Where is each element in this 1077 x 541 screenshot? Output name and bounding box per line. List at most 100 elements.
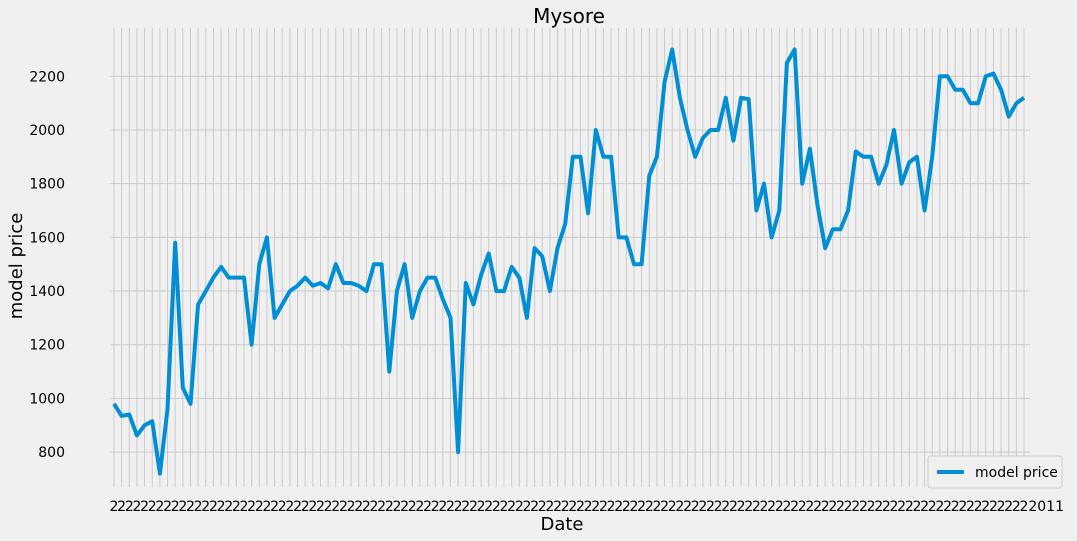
x-tick-label: 2: [507, 499, 516, 515]
x-tick-label: 2: [729, 499, 738, 515]
x-tick-label: 2: [392, 499, 401, 515]
x-tick-label: 2: [790, 499, 799, 515]
x-tick-label: 2: [492, 499, 501, 515]
x-tick-label: 2: [928, 499, 937, 515]
x-tick-label: 2: [477, 499, 486, 515]
x-tick-label: 2: [737, 499, 746, 515]
x-tick-label: 2: [446, 499, 455, 515]
x-tick-label: 2: [110, 499, 119, 515]
x-tick-label: 2: [1004, 499, 1013, 515]
x-tick-label: 2: [538, 499, 547, 515]
x-tick-label: 2: [438, 499, 447, 515]
x-tick-label: 2: [951, 499, 960, 515]
x-tick-label: 2: [630, 499, 639, 515]
x-tick-label: 2: [668, 499, 677, 515]
x-tick-label: 2: [347, 499, 356, 515]
x-tick-label: 2: [522, 499, 531, 515]
x-tick-label: 2: [545, 499, 554, 515]
x-tick-label: 2: [821, 499, 830, 515]
x-tick-label: 2: [828, 499, 837, 515]
x-tick-label: 2: [897, 499, 906, 515]
x-tick-label: 2: [652, 499, 661, 515]
x-tick-label: 2: [867, 499, 876, 515]
x-tick-label: 2: [1012, 499, 1021, 515]
x-tick-label: 2: [324, 499, 333, 515]
chart-title: Mysore: [533, 4, 605, 28]
y-tick-label: 1000: [29, 391, 65, 407]
x-tick-label: 2: [607, 499, 616, 515]
x-tick-label: 2: [905, 499, 914, 515]
x-tick-label: 2: [882, 499, 891, 515]
x-tick-label: 2: [997, 499, 1006, 515]
x-tick-label: 2: [966, 499, 975, 515]
x-tick-label: 2: [989, 499, 998, 515]
legend-label: model price: [975, 465, 1058, 481]
x-tick-label: 2: [461, 499, 470, 515]
x-tick-label: 2: [584, 499, 593, 515]
x-tick-label: 2: [408, 499, 417, 515]
x-tick-label: 2: [530, 499, 539, 515]
x-tick-label: 2: [798, 499, 807, 515]
x-tick-label: 2: [683, 499, 692, 515]
x-tick-label: 2: [308, 499, 317, 515]
x-tick-label: 2: [155, 499, 164, 515]
y-tick-label: 1800: [29, 177, 65, 193]
x-tick-label: 2: [454, 499, 463, 515]
x-tick-label: 2: [339, 499, 348, 515]
x-tick-label: 2: [706, 499, 715, 515]
x-tick-label: 2: [691, 499, 700, 515]
x-tick-label: 2: [813, 499, 822, 515]
x-tick-label: 2: [171, 499, 180, 515]
x-tick-label: 2: [760, 499, 769, 515]
x-tick-label: 2: [890, 499, 899, 515]
x-tick-label: 2: [217, 499, 226, 515]
x-tick-label: 2: [316, 499, 325, 515]
y-tick-label: 2200: [29, 69, 65, 85]
x-tick-label: 2: [247, 499, 256, 515]
series-line-model-price: [112, 47, 1026, 476]
x-tick-label: 2: [561, 499, 570, 515]
x-tick-label: 2: [377, 499, 386, 515]
y-tick-label: 1200: [29, 338, 65, 354]
x-tick-label: 2: [240, 499, 249, 515]
x-tick-label: 2: [576, 499, 585, 515]
x-tick-label: 2: [714, 499, 723, 515]
x-tick-label: 2: [943, 499, 952, 515]
x-axis-label: Date: [540, 514, 583, 535]
x-tick-label: 2: [163, 499, 172, 515]
x-tick-label: 2: [553, 499, 562, 515]
x-grid: [113, 28, 1025, 487]
x-tick-label: 2: [354, 499, 363, 515]
x-tick-label: 2: [400, 499, 409, 515]
x-tick-label: 2: [912, 499, 921, 515]
x-tick-label: 2: [805, 499, 814, 515]
x-tick-label: 2: [851, 499, 860, 515]
x-tick-label: 2: [698, 499, 707, 515]
y-axis-label: model price: [6, 213, 27, 320]
x-tick-label: 2: [293, 499, 302, 515]
x-tick-label: 2: [859, 499, 868, 515]
x-tick-label: 2: [262, 499, 271, 515]
x-tick-label: 2: [431, 499, 440, 515]
x-tick-label: 2: [920, 499, 929, 515]
x-tick-label: 2: [974, 499, 983, 515]
x-tick-label: 2: [622, 499, 631, 515]
x-tick-label: 2: [301, 499, 310, 515]
x-tick-label: 2: [125, 499, 134, 515]
x-tick-label: 2: [186, 499, 195, 515]
x-tick-label: 2: [637, 499, 646, 515]
y-tick-label: 2000: [29, 123, 65, 139]
x-tick-label: 2: [469, 499, 478, 515]
x-tick-label: 2: [752, 499, 761, 515]
x-tick-label: 2: [660, 499, 669, 515]
x-tick-label: 2: [836, 499, 845, 515]
x-tick-label: 2: [285, 499, 294, 515]
x-tick-label: 2: [515, 499, 524, 515]
x-tick-label: 2: [484, 499, 493, 515]
x-tick-label: 2: [132, 499, 141, 515]
x-tick-label: 2: [599, 499, 608, 515]
x-tick-label: 2: [874, 499, 883, 515]
x-tick-label: 2: [981, 499, 990, 515]
